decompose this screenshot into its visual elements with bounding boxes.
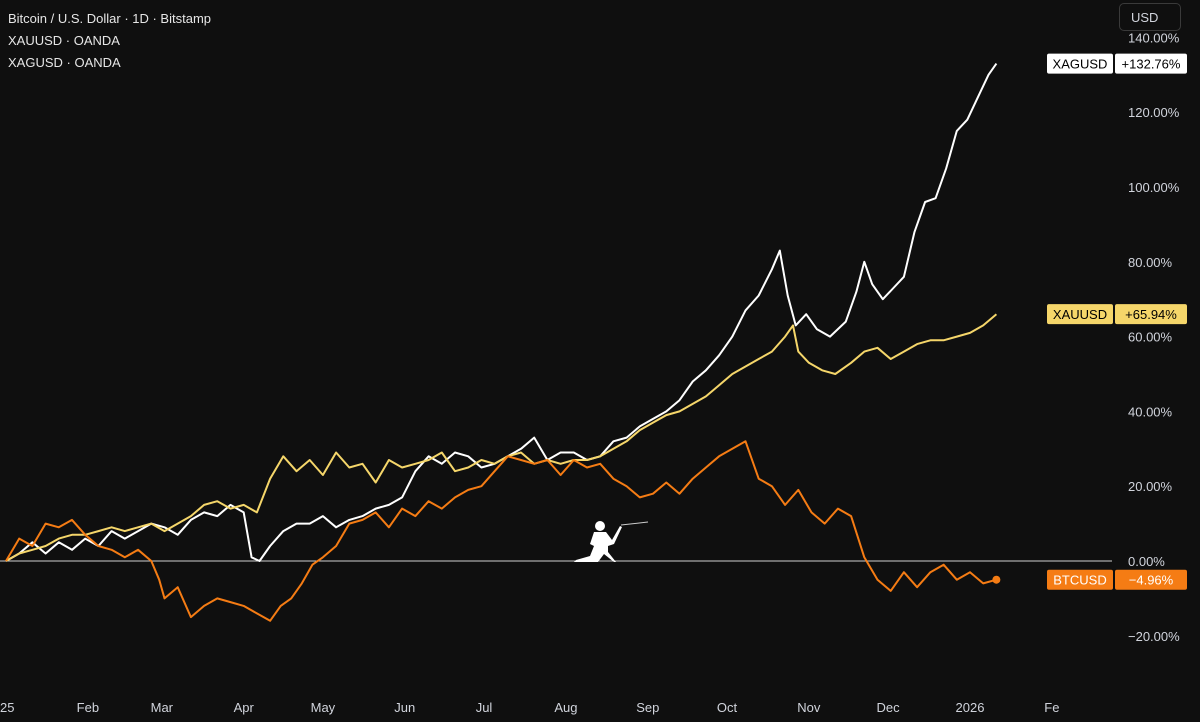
x-tick-label: 25 [0,700,14,715]
legend-xag[interactable]: XAGUSD · OANDA [8,55,121,70]
y-tick-label: 40.00% [1128,404,1173,419]
legend-xau[interactable]: XAUUSD · OANDA [8,33,120,48]
btc-last-point [992,575,1001,584]
x-tick-label: Jun [394,700,415,715]
fencer-blade [620,521,649,526]
price-tag-name-bg [1047,569,1113,590]
chart-legend: Bitcoin / U.S. Dollar · 1D · Bitstamp XA… [8,8,211,74]
xag-price-tag[interactable]: XAGUSD +132.76% [1047,53,1187,74]
fencer-body [574,526,622,562]
btc-price-tag[interactable]: BTCUSD −4.96% [1047,569,1187,590]
x-tick-label: Fe [1044,700,1059,715]
y-tick-label: 60.00% [1128,330,1173,345]
y-tick-label: 120.00% [1128,105,1180,120]
x-tick-label: Mar [151,700,174,715]
price-tag-name-bg [1047,53,1113,74]
price-tag-name: XAGUSD [1053,57,1108,72]
price-tag-value-bg [1115,569,1187,590]
price-tag-value: +65.94% [1125,307,1177,322]
fencer-icon [574,521,649,562]
price-tag-name-bg [1047,304,1113,325]
btc-line[interactable] [5,440,997,622]
price-tag-value-bg [1115,304,1187,325]
price-tag-value-bg [1115,53,1187,74]
x-tick-label: Aug [554,700,577,715]
y-tick-label: 80.00% [1128,255,1173,270]
legend-btc[interactable]: Bitcoin / U.S. Dollar · 1D · Bitstamp [8,11,211,26]
xag-line[interactable] [5,63,998,562]
price-tag-name: BTCUSD [1053,573,1106,588]
fencer-head [595,521,605,531]
price-tag-value: +132.76% [1122,57,1181,72]
x-tick-label: Sep [636,700,659,715]
x-tick-label: Dec [877,700,901,715]
y-tick-label: 0.00% [1128,554,1165,569]
y-tick-label: 140.00% [1128,30,1180,45]
price-tag-value: −4.96% [1129,573,1174,588]
y-tick-label: 20.00% [1128,479,1173,494]
x-tick-label: Feb [77,700,99,715]
x-tick-label: Apr [234,700,255,715]
x-tick-label: Oct [717,700,738,715]
x-tick-label: Nov [797,700,821,715]
y-tick-label: −20.00% [1128,629,1180,644]
y-tick-label: 100.00% [1128,180,1180,195]
currency-button[interactable]: USD [1119,3,1181,31]
x-tick-label: 2026 [956,700,985,715]
x-tick-label: Jul [476,700,493,715]
x-tick-label: May [311,700,336,715]
price-tag-name: XAUUSD [1053,307,1107,322]
xau-price-tag[interactable]: XAUUSD +65.94% [1047,304,1187,325]
